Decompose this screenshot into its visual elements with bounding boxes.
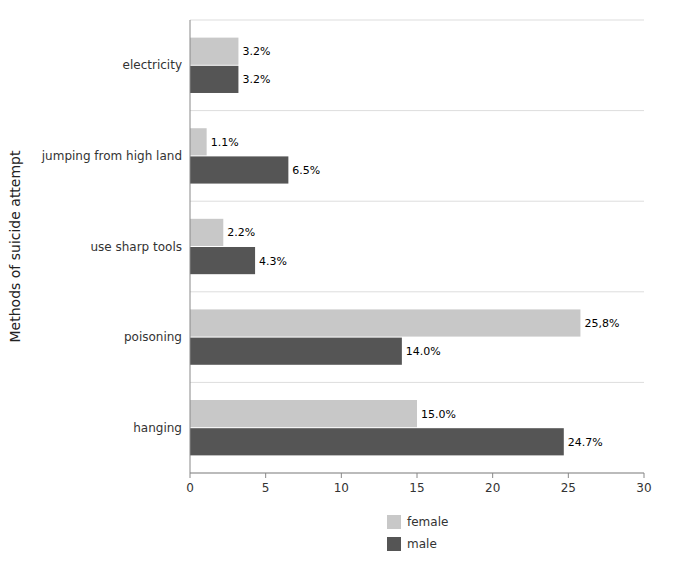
tick-label: 30	[636, 481, 651, 495]
data-label: 25,8%	[584, 317, 619, 330]
data-label: 15.0%	[421, 408, 456, 421]
bar	[190, 156, 288, 183]
bar	[190, 309, 580, 336]
grid-line	[190, 201, 644, 202]
legend-swatch	[387, 537, 401, 551]
bar	[190, 247, 255, 274]
tick-label: 20	[485, 481, 500, 495]
grid-line	[190, 473, 644, 474]
category-label: jumping from high land	[41, 149, 182, 163]
data-label: 3.2%	[242, 45, 270, 58]
category-label: electricity	[123, 58, 182, 72]
legend-swatch	[387, 515, 401, 529]
data-labels: 15.0% 25,8% 2.2% 1.1% 3.2% 24.7% 14.0% 4.3% 6.5%…	[211, 45, 620, 449]
tick-mark	[417, 473, 418, 478]
bar	[190, 400, 417, 427]
tick-label: 15	[409, 481, 424, 495]
tick-mark	[265, 473, 266, 478]
bar	[190, 338, 402, 365]
category-label: hanging	[133, 421, 182, 435]
bar	[190, 66, 238, 93]
grid-line	[190, 382, 644, 383]
tick-mark	[341, 473, 342, 478]
tick-mark	[492, 473, 493, 478]
bar	[190, 428, 564, 455]
tick-label: 5	[262, 481, 270, 495]
grid-line	[190, 291, 644, 292]
data-label: 2.2%	[227, 226, 255, 239]
legend-label: female	[407, 515, 448, 529]
bars	[190, 38, 580, 456]
tick-label: 10	[334, 481, 349, 495]
bar	[190, 128, 207, 155]
chart: 05101520253015.0%25,8%2.2%1.1%3.2%24.7%1…	[0, 0, 684, 583]
data-label: 4.3%	[259, 255, 287, 268]
legend: female male	[387, 515, 448, 551]
tick-mark	[190, 473, 191, 478]
tick-mark	[568, 473, 569, 478]
bar	[190, 38, 238, 65]
grid-line	[190, 20, 644, 21]
data-label: 14.0%	[406, 345, 441, 358]
grid-line	[190, 110, 644, 111]
y-axis	[190, 20, 191, 473]
x-axis	[190, 473, 644, 474]
category-label: use sharp tools	[90, 240, 182, 254]
data-label: 24.7%	[568, 436, 603, 449]
tick-label: 25	[561, 481, 576, 495]
category-label: poisoning	[124, 330, 182, 344]
tick-mark	[644, 473, 645, 478]
data-label: 3.2%	[242, 73, 270, 86]
axis-label: Methods of suicide attempt	[7, 150, 23, 342]
legend-label: male	[407, 537, 437, 551]
bar	[190, 219, 223, 246]
data-label: 6.5%	[292, 164, 320, 177]
data-label: 1.1%	[211, 136, 239, 149]
tick-label: 0	[186, 481, 194, 495]
